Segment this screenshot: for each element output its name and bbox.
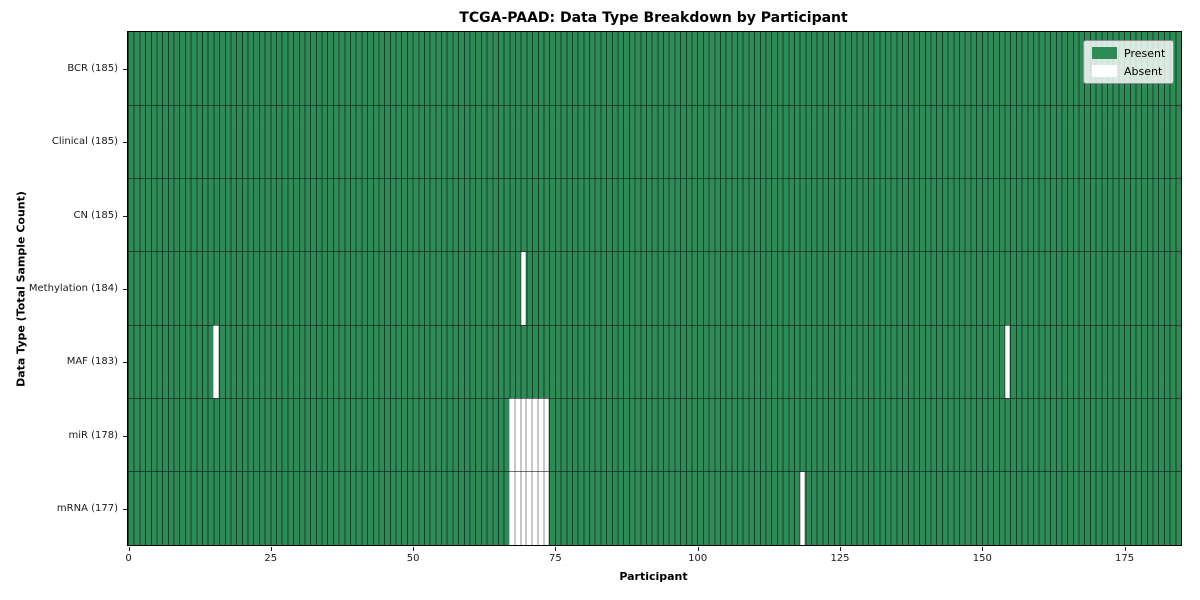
absent-cell bbox=[532, 398, 538, 472]
x-tick-label: 100 bbox=[688, 552, 708, 564]
y-tick-label: BCR (185) bbox=[67, 63, 118, 75]
x-tick-mark bbox=[270, 547, 272, 551]
x-axis-label: Participant bbox=[619, 570, 688, 583]
row-separator bbox=[128, 397, 1181, 399]
y-tick-mark bbox=[123, 289, 127, 290]
y-tick-label: CN (185) bbox=[73, 209, 118, 221]
cell-grid-stripes bbox=[128, 32, 1181, 545]
absent-cell bbox=[537, 471, 544, 545]
absent-cell bbox=[526, 398, 533, 472]
y-tick-label: Methylation (184) bbox=[28, 283, 118, 294]
legend-entry-absent: Absent bbox=[1092, 65, 1165, 77]
absent-cell bbox=[543, 398, 550, 472]
present-swatch-icon bbox=[1092, 47, 1117, 59]
chart-title: TCGA-PAAD: Data Type Breakdown by Partic… bbox=[459, 10, 848, 26]
absent-cell bbox=[509, 471, 516, 545]
y-tick-mark bbox=[123, 508, 127, 510]
x-tick-mark bbox=[697, 547, 699, 551]
y-tick-mark bbox=[123, 435, 127, 437]
x-tick-mark bbox=[1124, 547, 1126, 551]
y-tick-label: mRNA (177) bbox=[56, 502, 118, 514]
x-tick-mark bbox=[413, 547, 415, 551]
absent-cell bbox=[537, 398, 544, 472]
absent-swatch-icon bbox=[1092, 65, 1117, 77]
x-tick-label: 175 bbox=[1115, 552, 1135, 564]
x-tick-mark bbox=[982, 547, 984, 551]
legend-entry-present: Present bbox=[1092, 47, 1165, 59]
absent-cell bbox=[520, 398, 527, 472]
x-tick-label: 0 bbox=[125, 552, 132, 564]
y-tick-label: miR (178) bbox=[68, 429, 118, 441]
x-tick-mark bbox=[839, 547, 841, 551]
x-tick-label: 25 bbox=[264, 552, 278, 564]
absent-cell bbox=[213, 325, 220, 399]
absent-cell bbox=[532, 471, 538, 545]
y-tick-label: MAF (183) bbox=[66, 356, 118, 368]
absent-cell bbox=[526, 471, 533, 545]
absent-cell bbox=[520, 471, 527, 545]
y-tick-mark bbox=[123, 362, 127, 364]
row-separator bbox=[128, 104, 1181, 106]
row-separator bbox=[128, 251, 1181, 253]
plot-area: Present Absent bbox=[127, 31, 1182, 546]
x-tick-mark bbox=[128, 547, 130, 551]
y-tick-mark bbox=[123, 215, 127, 217]
row-separator bbox=[128, 471, 1181, 473]
legend: Present Absent bbox=[1083, 40, 1174, 84]
absent-cell bbox=[799, 471, 806, 545]
legend-label-absent: Absent bbox=[1124, 64, 1163, 78]
row-separator bbox=[128, 178, 1181, 180]
y-tick-mark bbox=[123, 69, 127, 71]
absent-cell bbox=[515, 398, 521, 472]
absent-cell bbox=[543, 471, 550, 545]
absent-cell bbox=[515, 471, 521, 545]
x-tick-mark bbox=[555, 547, 557, 551]
y-tick-mark bbox=[123, 142, 127, 144]
x-tick-label: 75 bbox=[549, 552, 562, 564]
x-tick-label: 150 bbox=[972, 552, 992, 564]
legend-label-present: Present bbox=[1124, 46, 1166, 60]
absent-cell bbox=[520, 251, 527, 326]
x-tick-label: 50 bbox=[406, 552, 420, 564]
absent-cell bbox=[509, 398, 516, 472]
row-separator bbox=[128, 324, 1181, 326]
x-tick-label: 125 bbox=[830, 552, 850, 564]
y-tick-label: Clinical (185) bbox=[51, 136, 118, 148]
absent-cell bbox=[1004, 325, 1011, 399]
